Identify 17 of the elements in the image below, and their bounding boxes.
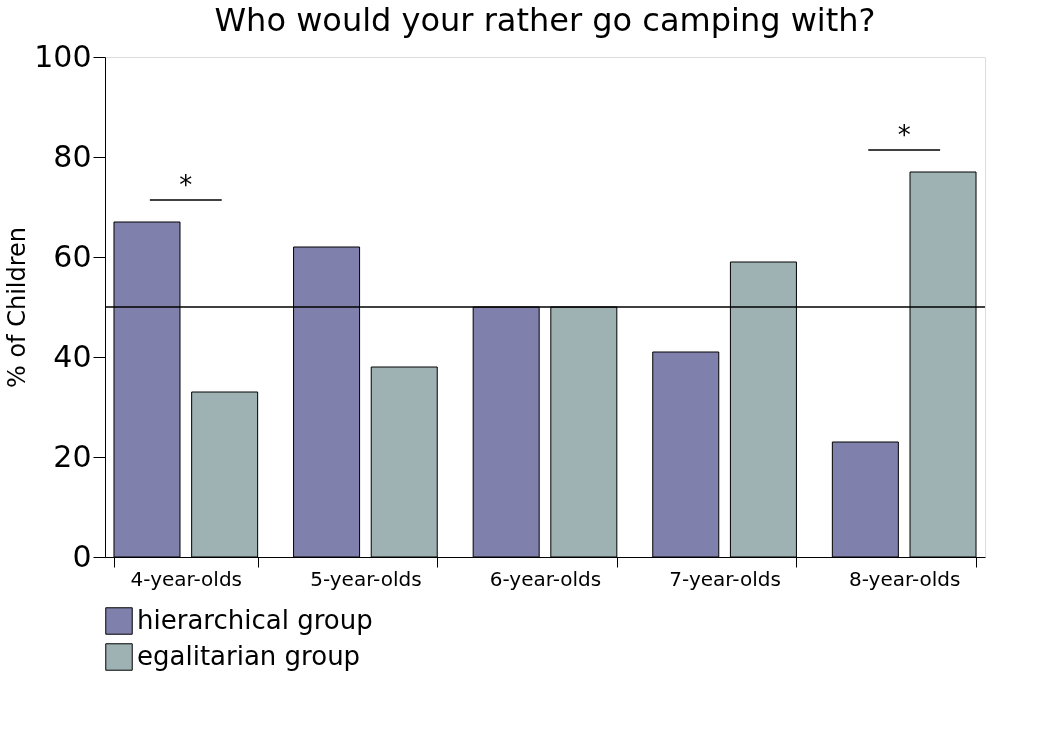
y-tick-label: 80 [53,138,92,174]
y-tick-label: 60 [53,238,92,274]
x-tick-label: 4-year-olds [130,566,243,591]
x-tick-label: 8-year-olds [848,566,961,591]
annotation: * [179,170,193,200]
annotation: * [897,120,911,150]
x-tick-label: 7-year-olds [669,566,781,591]
x-tick-label: 6-year-olds [489,566,602,591]
x-tick-label: 5-year-olds [310,566,422,591]
y-axis-title: % of Children [3,226,32,389]
y-tick-label: 40 [53,338,92,374]
legend-label: hierarchical group [137,605,373,635]
chart-title: Who would your rather go camping with? [214,1,876,39]
legend-label: egalitarian group [137,641,361,671]
y-tick-label: 20 [53,438,92,474]
y-tick-label: 0 [72,538,92,574]
y-tick-label: 100 [34,38,92,74]
